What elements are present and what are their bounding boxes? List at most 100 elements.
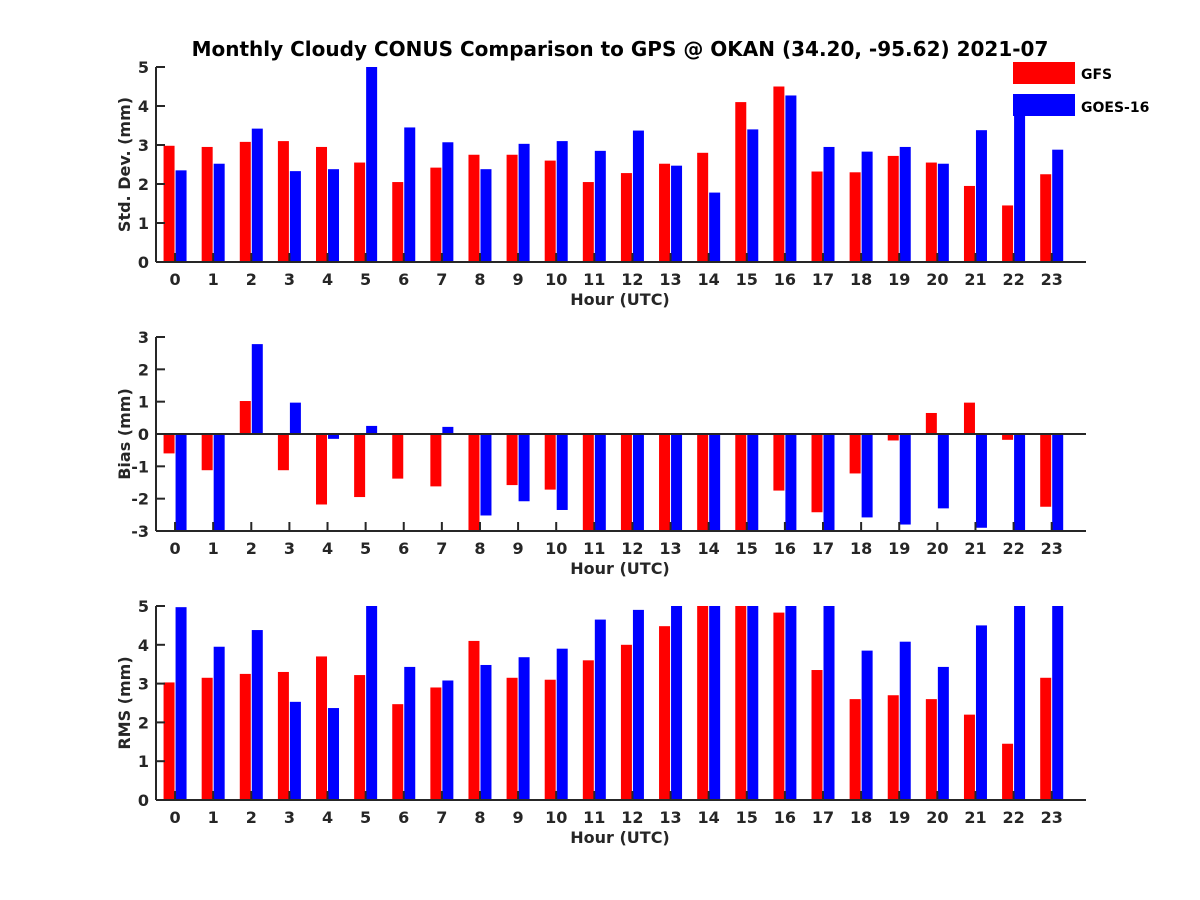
bar-gfs-hour-22 bbox=[1002, 434, 1014, 440]
x-tick-label: 5 bbox=[360, 270, 371, 289]
x-tick-label: 13 bbox=[659, 539, 681, 558]
bar-gfs-hour-5 bbox=[354, 434, 366, 498]
bar-gfs-hour-11 bbox=[582, 434, 594, 531]
bar-goes16-hour-10 bbox=[556, 434, 568, 510]
y-axis-label: Bias (mm) bbox=[115, 388, 134, 480]
bar-goes16-hour-7 bbox=[442, 142, 454, 262]
y-tick-label: 2 bbox=[138, 360, 149, 379]
x-tick-label: 17 bbox=[812, 808, 834, 827]
bar-gfs-hour-2 bbox=[239, 401, 251, 434]
bar-gfs-hour-15 bbox=[735, 434, 747, 531]
bar-goes16-hour-14 bbox=[709, 192, 721, 262]
bar-gfs-hour-14 bbox=[697, 434, 709, 531]
bar-goes16-hour-16 bbox=[785, 606, 797, 800]
x-tick-label: 4 bbox=[322, 539, 333, 558]
bar-goes16-hour-22 bbox=[1014, 434, 1026, 531]
bar-gfs-hour-23 bbox=[1040, 434, 1052, 507]
bar-goes16-hour-14 bbox=[709, 606, 721, 800]
bar-gfs-hour-12 bbox=[620, 173, 632, 262]
bar-goes16-hour-15 bbox=[747, 606, 759, 800]
x-tick-label: 21 bbox=[964, 808, 986, 827]
x-tick-label: 1 bbox=[208, 539, 219, 558]
x-tick-label: 22 bbox=[1002, 539, 1024, 558]
bar-goes16-hour-3 bbox=[289, 402, 301, 434]
x-tick-label: 8 bbox=[474, 270, 485, 289]
x-axis-label: Hour (UTC) bbox=[570, 290, 670, 309]
x-tick-label: 7 bbox=[436, 270, 447, 289]
bar-goes16-hour-14 bbox=[709, 434, 721, 531]
x-tick-label: 4 bbox=[322, 270, 333, 289]
y-tick-label: 1 bbox=[138, 393, 149, 412]
bar-goes16-hour-11 bbox=[594, 434, 606, 531]
bar-goes16-hour-17 bbox=[823, 606, 835, 800]
x-tick-label: 11 bbox=[583, 539, 605, 558]
x-tick-label: 9 bbox=[513, 270, 524, 289]
bar-goes16-hour-9 bbox=[518, 434, 530, 502]
bar-gfs-hour-1 bbox=[201, 434, 213, 471]
bar-gfs-hour-3 bbox=[277, 434, 289, 471]
bar-goes16-hour-12 bbox=[632, 130, 644, 262]
y-tick-label: -1 bbox=[131, 457, 149, 476]
bar-gfs-hour-20 bbox=[925, 162, 937, 262]
bar-gfs-hour-2 bbox=[239, 141, 251, 262]
x-tick-label: 21 bbox=[964, 539, 986, 558]
bar-goes16-hour-1 bbox=[213, 434, 225, 531]
x-tick-label: 10 bbox=[545, 808, 567, 827]
bar-gfs-hour-8 bbox=[468, 154, 480, 262]
bar-gfs-hour-3 bbox=[277, 671, 289, 800]
bar-gfs-hour-23 bbox=[1040, 174, 1052, 262]
bar-goes16-hour-16 bbox=[785, 434, 797, 531]
x-tick-label: 14 bbox=[698, 270, 720, 289]
bar-goes16-hour-12 bbox=[632, 434, 644, 531]
x-tick-label: 23 bbox=[1041, 270, 1063, 289]
bar-goes16-hour-23 bbox=[1052, 606, 1064, 800]
bar-gfs-hour-3 bbox=[277, 141, 289, 262]
y-tick-label: -3 bbox=[131, 522, 149, 541]
x-tick-label: 16 bbox=[774, 808, 796, 827]
bar-goes16-hour-23 bbox=[1052, 434, 1064, 531]
x-tick-label: 19 bbox=[888, 270, 910, 289]
bar-goes16-hour-19 bbox=[899, 146, 911, 262]
bar-gfs-hour-1 bbox=[201, 677, 213, 800]
bar-gfs-hour-16 bbox=[773, 86, 785, 262]
bar-gfs-hour-23 bbox=[1040, 677, 1052, 800]
y-tick-label: 0 bbox=[138, 791, 149, 810]
bar-goes16-hour-18 bbox=[861, 151, 873, 262]
bar-goes16-hour-12 bbox=[632, 609, 644, 800]
bar-gfs-hour-7 bbox=[430, 687, 442, 800]
bar-goes16-hour-18 bbox=[861, 434, 873, 518]
x-tick-label: 6 bbox=[398, 270, 409, 289]
bar-goes16-hour-13 bbox=[671, 606, 683, 800]
bar-goes16-hour-16 bbox=[785, 95, 797, 262]
bar-gfs-hour-17 bbox=[811, 670, 823, 800]
bar-goes16-hour-18 bbox=[861, 650, 873, 800]
bar-gfs-hour-8 bbox=[468, 434, 480, 531]
y-tick-label: 3 bbox=[138, 675, 149, 694]
bar-gfs-hour-10 bbox=[544, 160, 556, 262]
x-tick-label: 14 bbox=[698, 808, 720, 827]
bar-goes16-hour-2 bbox=[251, 128, 263, 262]
x-tick-label: 5 bbox=[360, 808, 371, 827]
bar-goes16-hour-0 bbox=[175, 170, 187, 262]
x-tick-label: 4 bbox=[322, 808, 333, 827]
x-tick-label: 19 bbox=[888, 539, 910, 558]
bar-goes16-hour-2 bbox=[251, 344, 263, 434]
bar-gfs-hour-22 bbox=[1002, 743, 1014, 800]
bar-gfs-hour-4 bbox=[316, 656, 328, 800]
x-tick-label: 6 bbox=[398, 808, 409, 827]
x-tick-label: 23 bbox=[1041, 539, 1063, 558]
bar-gfs-hour-7 bbox=[430, 167, 442, 262]
y-tick-label: 3 bbox=[138, 136, 149, 155]
x-tick-label: 3 bbox=[284, 539, 295, 558]
legend-label-goes16: GOES-16 bbox=[1081, 100, 1149, 116]
bar-gfs-hour-7 bbox=[430, 434, 442, 487]
y-tick-label: 2 bbox=[138, 175, 149, 194]
bar-goes16-hour-4 bbox=[328, 708, 340, 800]
x-tick-label: 18 bbox=[850, 808, 872, 827]
bar-gfs-hour-17 bbox=[811, 171, 823, 262]
bar-goes16-hour-11 bbox=[594, 619, 606, 800]
bar-goes16-hour-8 bbox=[480, 664, 492, 800]
x-tick-label: 12 bbox=[621, 539, 643, 558]
bar-goes16-hour-13 bbox=[671, 434, 683, 531]
